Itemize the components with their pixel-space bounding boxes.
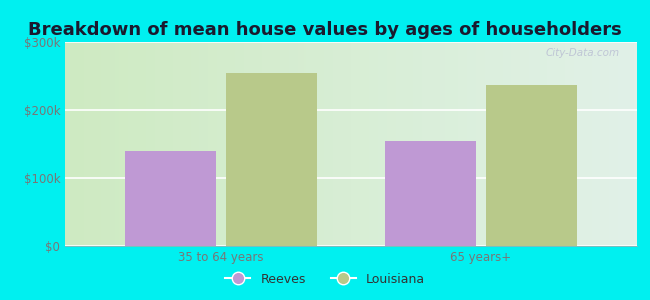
Bar (226, 73, 317, 246)
Bar (385, 141, 476, 246)
Text: Breakdown of mean house values by ages of householders: Breakdown of mean house values by ages o… (28, 21, 622, 39)
Text: City-Data.com: City-Data.com (546, 48, 620, 58)
Bar (486, 85, 577, 246)
Legend: Reeves, Louisiana: Reeves, Louisiana (220, 268, 430, 291)
Bar (125, 151, 216, 246)
